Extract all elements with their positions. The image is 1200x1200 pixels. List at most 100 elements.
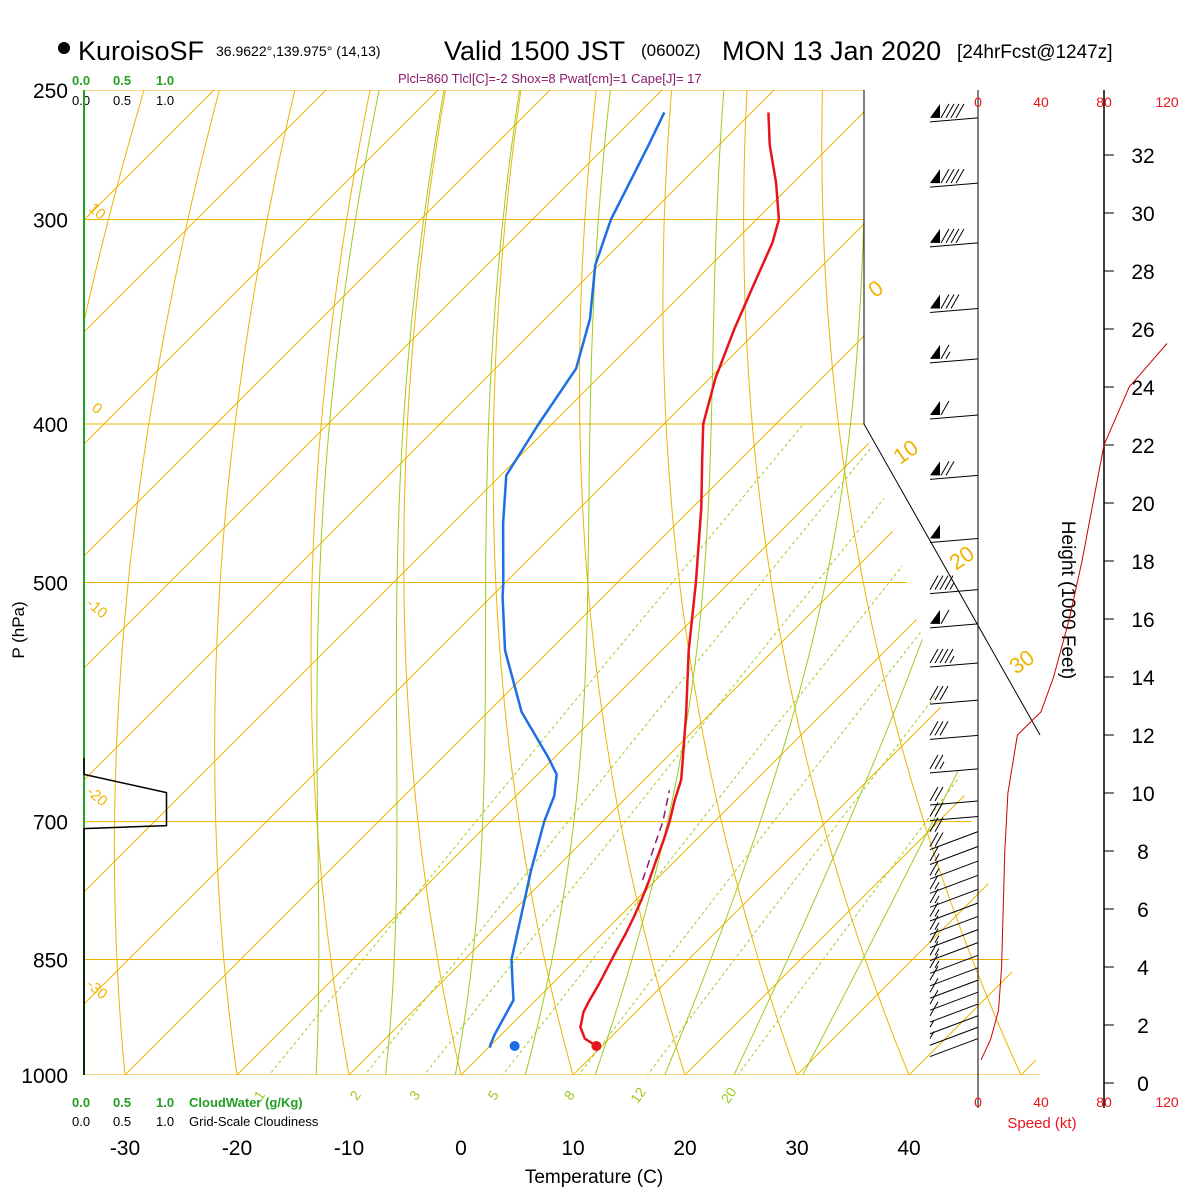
wind-barb [929,524,979,544]
temperature-tick-label: 30 [785,1137,808,1160]
wind-barb-half-flag [929,1031,935,1039]
height-tick-label: 24 [1131,377,1155,400]
wind-barb-staff [929,1003,979,1023]
dry-adiabat-label: -20 [83,783,111,810]
wind-barbs [929,103,979,1058]
wind-barb-flag [955,168,965,184]
wind-barb-staff [929,538,979,544]
wind-barb-half-flag [934,868,940,876]
isotherm-line [84,90,946,1075]
temperature-tick-label: -10 [334,1137,364,1160]
pressure-label: 850 [33,950,68,973]
cloudwater-tick-top-2: 1.0 [156,73,174,88]
height-tick-label: 16 [1131,609,1154,632]
wind-barb-flag [944,648,954,664]
wind-barb-flag [940,294,950,309]
wind-barb-staff [929,991,979,1011]
mixing-ratio-line [396,423,945,1075]
wind-barb [929,888,979,922]
isotherm-line [313,90,1040,1075]
cloudiness-tick-bottom-1: 0.5 [113,1114,131,1129]
wind-barb-pennant [930,461,940,476]
mixing-ratio-label: 20 [718,1084,740,1106]
cloudiness-tick-top-0: 0.0 [72,93,90,108]
stability-indices: Plcl=860 Tlcl[C]=-2 Shox=8 Pwat[cm]=1 Ca… [398,71,702,86]
dry-adiabat [821,90,1038,1075]
dry-adiabat-upper-label: 20 [945,541,979,576]
mixing-ratio-line [240,423,804,1075]
dry-adiabat [1192,31,1200,1110]
wind-barb-flag [955,103,965,119]
x-axis-title: Temperature (C) [525,1167,663,1188]
valid-time: Valid 1500 JST [444,36,625,66]
pressure-label: 700 [33,812,68,835]
wind-barb [929,802,979,821]
wind-barb-flag [940,400,950,416]
wind-barb-half-flag [939,761,945,770]
height-tick-label: 22 [1131,435,1154,458]
speed-tick-label-bottom: 0 [974,1094,982,1110]
wind-barb-flag [940,168,950,184]
speed-tick-label-bottom: 80 [1096,1094,1112,1110]
pressure-label: 400 [33,414,68,437]
wind-barb-pennant [930,103,940,118]
wind-barb-staff [929,768,979,774]
isotherm-line [89,90,1040,1075]
speed-tick-label-top: 0 [974,94,982,110]
wind-barb [929,928,979,962]
temperature-tick-label: 10 [561,1137,584,1160]
wind-barb-staff [929,902,979,922]
wind-barb-half-flag [934,922,940,930]
mixing-ratio-label: 12 [627,1084,649,1106]
wind-barb-staff [929,589,979,595]
wind-barb-flag [940,344,950,360]
title-bullet [58,42,70,54]
wind-barb-half-flag [929,1019,935,1028]
wind-barb-flag [950,228,960,244]
wind-barb-staff [929,662,979,668]
wind-barb-flag [945,168,955,184]
cloudwater-tick-top-0: 0.0 [72,73,90,88]
wind-barb-flag [929,1001,939,1017]
wind-barb-flag [929,575,939,590]
dry-adiabat [403,90,470,1075]
mixing-ratio-line [551,423,1040,1075]
wind-barb-flag [945,461,955,476]
dry-adiabat [743,90,925,1075]
wind-barb-staff [929,358,979,364]
cloudiness-tick-top-1: 0.5 [113,93,131,108]
wind-barb-staff [929,699,979,705]
dry-adiabat [310,90,384,1075]
speed-tick-label-top: 40 [1033,94,1049,110]
temperature-tick-label: -30 [110,1137,140,1160]
wind-barb-half-flag [949,582,955,590]
wind-barb-flag [944,575,954,590]
wind-barb-flag [950,168,960,184]
surface-dewpoint-dot [509,1040,520,1051]
height-tick-label: 18 [1131,551,1154,574]
wind-barb-flag [929,915,939,930]
wind-barb-flag [929,875,939,890]
wind-barb-staff [929,117,979,123]
axis-labels: 1 2 3 5 8 12 20100-10-20-300102030250300400500… [21,80,1039,1160]
wind-barb-flag [929,846,939,862]
temperature-line [579,112,781,1048]
wind-barb-flag [939,575,949,590]
wind-barb [929,168,979,188]
cloudiness-tick-top-2: 1.0 [156,93,174,108]
speed-axis-title: Speed (kt) [1007,1115,1076,1132]
valid-date: MON 13 Jan 2020 [722,36,941,66]
wind-barb-flag [929,832,939,847]
wind-barb [929,817,979,851]
wind-barb-flag [934,754,944,770]
wind-barb-half-flag [934,935,940,943]
wind-barb-flag [939,685,949,701]
speed-tick-label-top: 80 [1096,94,1112,110]
wind-barb-pennant [930,344,940,359]
wind-barb [929,228,979,248]
dry-adiabat-label: 0 [88,399,105,417]
isotherm-line [84,90,498,1075]
wind-barb [929,786,979,806]
dry-adiabat [214,90,310,1075]
